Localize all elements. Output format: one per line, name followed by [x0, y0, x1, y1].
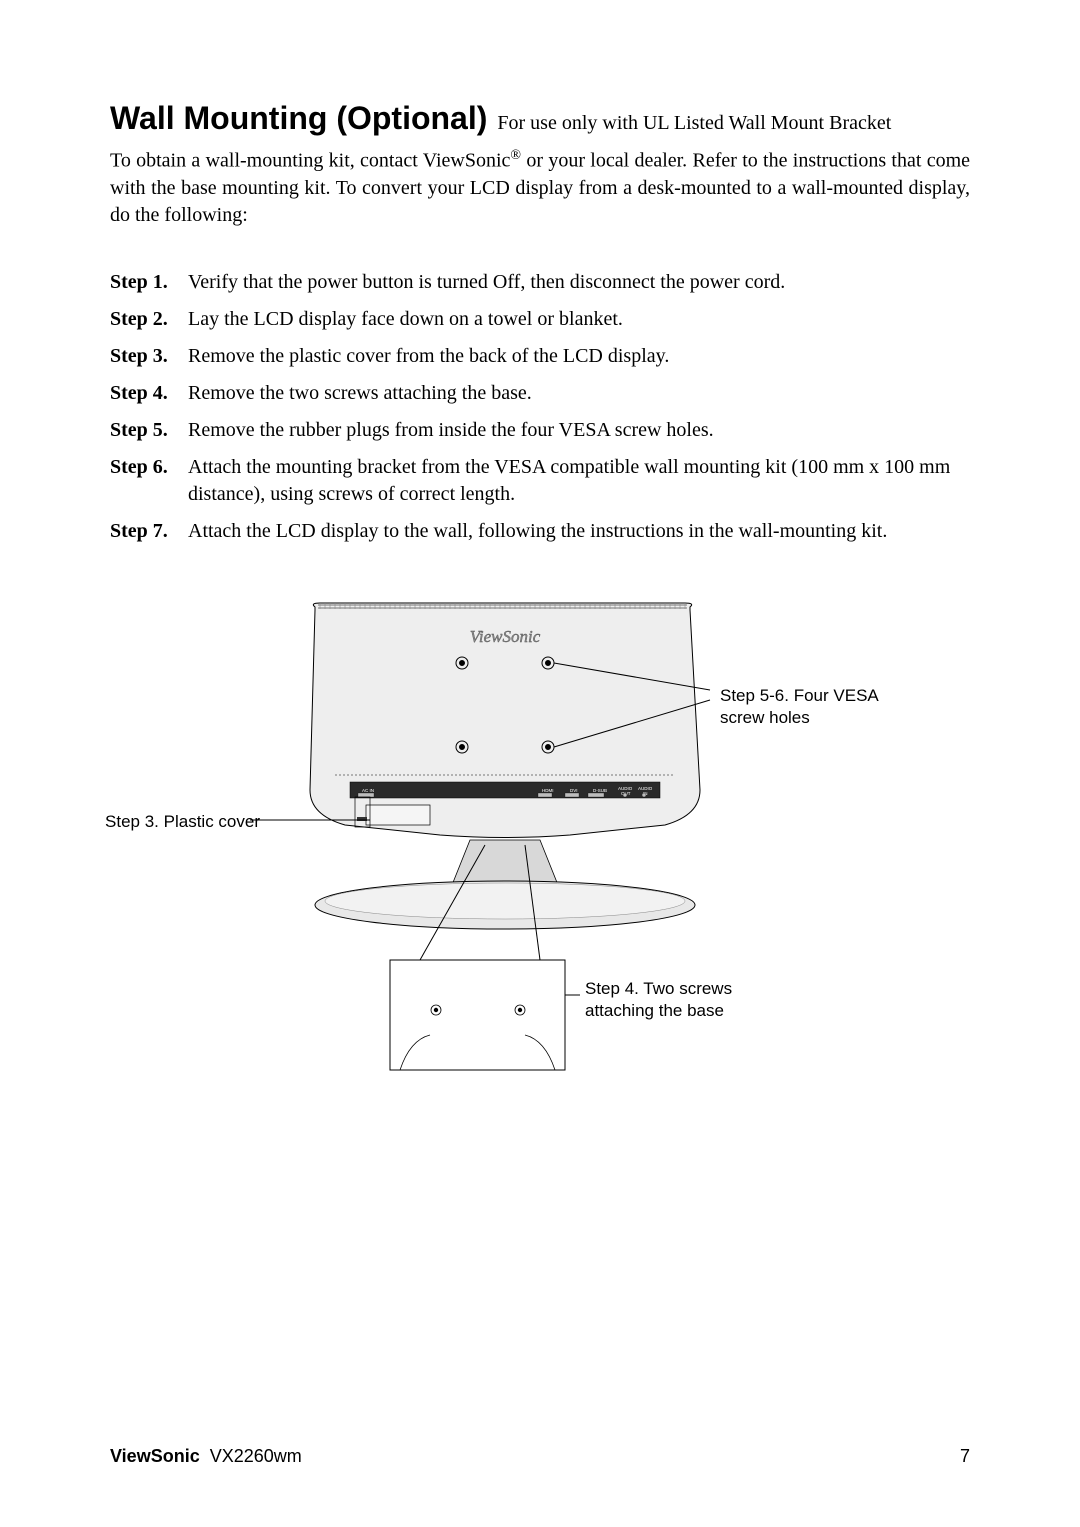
step-text: Verify that the power button is turned O… — [188, 269, 970, 296]
diagram: ViewSonic AC IN HDMI DVI D-SUB AUDIOOUT … — [110, 595, 970, 1115]
footer-brand: ViewSonic — [110, 1446, 200, 1466]
title-row: Wall Mounting (Optional) For use only wi… — [110, 100, 970, 137]
step-row: Step 3. Remove the plastic cover from th… — [110, 343, 970, 370]
step-text: Remove the rubber plugs from inside the … — [188, 417, 970, 444]
step-row: Step 2. Lay the LCD display face down on… — [110, 306, 970, 333]
svg-text:D-SUB: D-SUB — [593, 788, 607, 793]
step-row: Step 1. Verify that the power button is … — [110, 269, 970, 296]
callout-screws: Step 4. Two screws attaching the base — [585, 978, 765, 1022]
callout-vesa: Step 5-6. Four VESA screw holes — [720, 685, 900, 729]
page-footer: ViewSonic VX2260wm 7 — [110, 1446, 970, 1467]
intro-pre: To obtain a wall-mounting kit, contact V… — [110, 150, 510, 172]
step-row: Step 7. Attach the LCD display to the wa… — [110, 518, 970, 545]
callout-plastic: Step 3. Plastic cover — [90, 811, 260, 833]
page-title: Wall Mounting (Optional) — [110, 100, 487, 136]
step-text: Lay the LCD display face down on a towel… — [188, 306, 970, 333]
brand-logo: ViewSonic — [470, 627, 541, 646]
step-label: Step 2. — [110, 306, 188, 333]
svg-text:HDMI: HDMI — [542, 788, 554, 793]
step-label: Step 6. — [110, 454, 188, 508]
step-text: Remove the two screws attaching the base… — [188, 380, 970, 407]
registered-mark: ® — [510, 148, 521, 163]
page-subtitle: For use only with UL Listed Wall Mount B… — [497, 112, 891, 134]
step-label: Step 4. — [110, 380, 188, 407]
step-label: Step 5. — [110, 417, 188, 444]
step-label: Step 3. — [110, 343, 188, 370]
svg-text:DVI: DVI — [570, 788, 578, 793]
svg-text:AC IN: AC IN — [362, 788, 374, 793]
step-text: Attach the mounting bracket from the VES… — [188, 454, 970, 508]
step-row: Step 5. Remove the rubber plugs from ins… — [110, 417, 970, 444]
step-label: Step 7. — [110, 518, 188, 545]
intro-paragraph: To obtain a wall-mounting kit, contact V… — [110, 147, 970, 229]
step-text: Remove the plastic cover from the back o… — [188, 343, 970, 370]
footer-model: VX2260wm — [210, 1446, 302, 1466]
step-label: Step 1. — [110, 269, 188, 296]
footer-left: ViewSonic VX2260wm — [110, 1446, 302, 1467]
step-row: Step 4. Remove the two screws attaching … — [110, 380, 970, 407]
footer-page: 7 — [960, 1446, 970, 1467]
step-row: Step 6. Attach the mounting bracket from… — [110, 454, 970, 508]
monitor-diagram: ViewSonic AC IN HDMI DVI D-SUB AUDIOOUT … — [110, 595, 970, 1115]
step-text: Attach the LCD display to the wall, foll… — [188, 518, 970, 545]
steps-list: Step 1. Verify that the power button is … — [110, 269, 970, 545]
